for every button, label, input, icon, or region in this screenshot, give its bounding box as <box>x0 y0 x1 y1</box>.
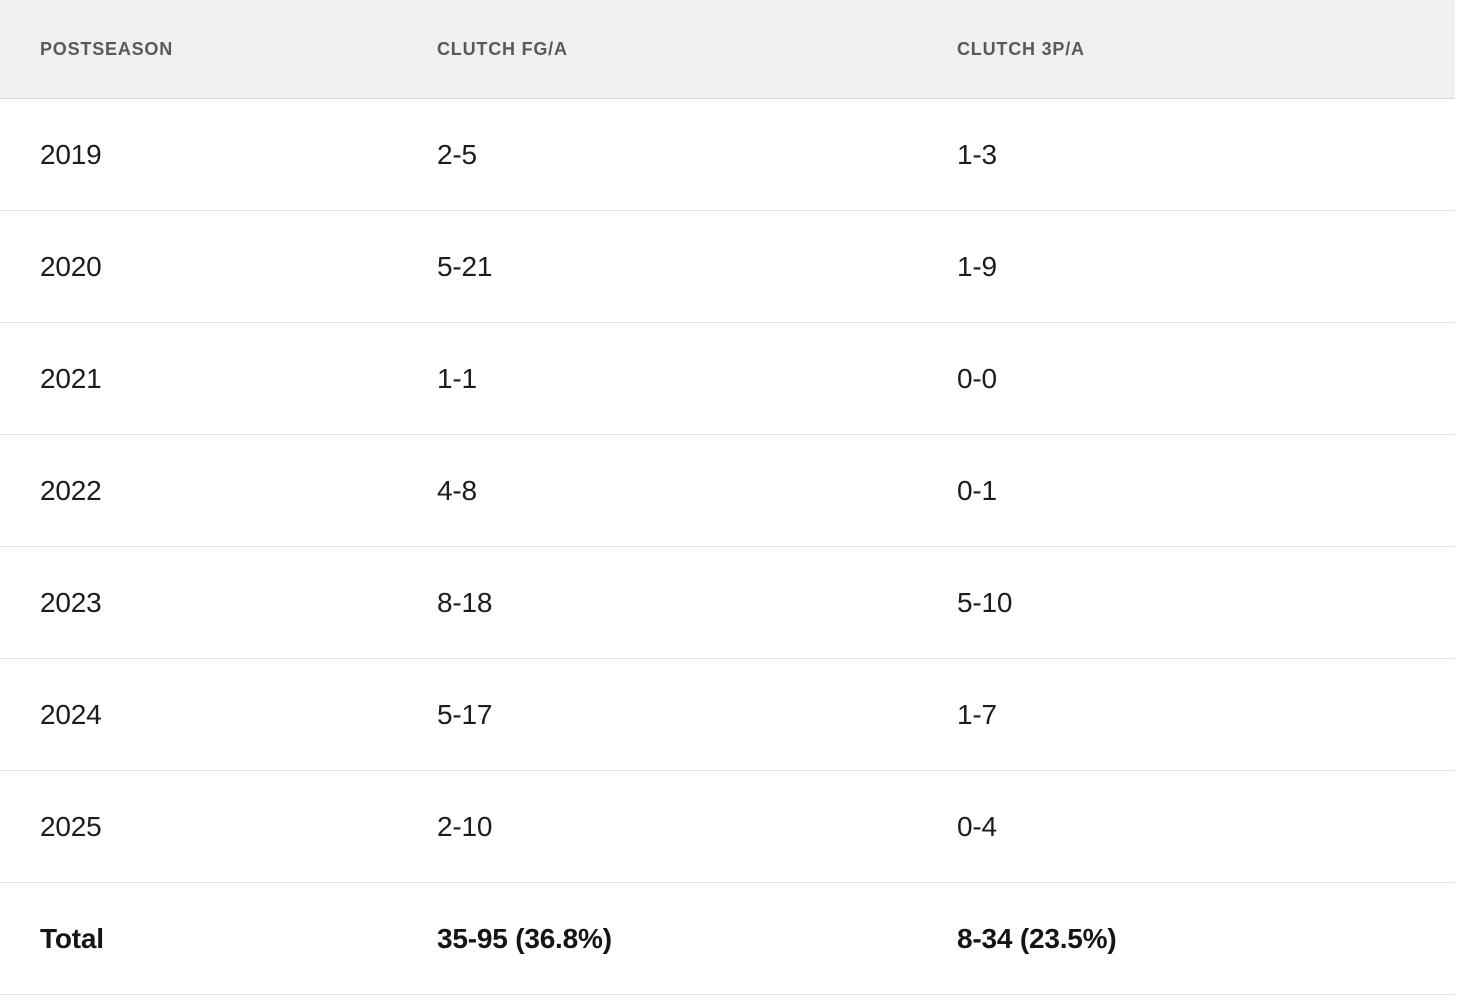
table-total-row: Total 35-95 (36.8%) 8-34 (23.5%) <box>0 883 1455 995</box>
table-row: 2023 8-18 5-10 <box>0 547 1455 659</box>
cell-postseason: 2020 <box>40 250 102 282</box>
cell-postseason: 2025 <box>40 810 102 842</box>
cell-total-clutch-3pa: 8-34 (23.5%) <box>957 922 1117 954</box>
cell-clutch-fga: 5-17 <box>437 698 493 730</box>
table-row: 2019 2-5 1-3 <box>0 99 1455 211</box>
column-header-clutch-3pa: CLUTCH 3P/A <box>957 38 1085 59</box>
cell-total-label: Total <box>40 922 104 954</box>
column-header-postseason: POSTSEASON <box>40 38 174 59</box>
cell-clutch-fga: 5-21 <box>437 250 493 282</box>
cell-clutch-fga: 1-1 <box>437 362 477 394</box>
table-header-row: POSTSEASON CLUTCH FG/A CLUTCH 3P/A <box>0 0 1455 99</box>
cell-postseason: 2019 <box>40 138 102 170</box>
cell-clutch-3pa: 1-9 <box>957 250 997 282</box>
cell-clutch-fga: 8-18 <box>437 586 493 618</box>
table-row: 2025 2-10 0-4 <box>0 771 1455 883</box>
cell-total-clutch-fga: 35-95 (36.8%) <box>437 922 612 954</box>
cell-postseason: 2024 <box>40 698 102 730</box>
cell-clutch-3pa: 0-1 <box>957 474 997 506</box>
cell-clutch-3pa: 0-0 <box>957 362 997 394</box>
table-row: 2022 4-8 0-1 <box>0 435 1455 547</box>
cell-clutch-3pa: 0-4 <box>957 810 997 842</box>
cell-clutch-3pa: 1-7 <box>957 698 997 730</box>
cell-postseason: 2021 <box>40 362 102 394</box>
cell-clutch-fga: 2-10 <box>437 810 493 842</box>
cell-clutch-fga: 4-8 <box>437 474 477 506</box>
table-row: 2024 5-17 1-7 <box>0 659 1455 771</box>
cell-clutch-3pa: 5-10 <box>957 586 1013 618</box>
table-row: 2021 1-1 0-0 <box>0 323 1455 435</box>
table-row: 2020 5-21 1-9 <box>0 211 1455 323</box>
cell-postseason: 2023 <box>40 586 102 618</box>
cell-clutch-3pa: 1-3 <box>957 138 997 170</box>
column-header-clutch-fga: CLUTCH FG/A <box>437 38 568 59</box>
cell-clutch-fga: 2-5 <box>437 138 477 170</box>
cell-postseason: 2022 <box>40 474 102 506</box>
